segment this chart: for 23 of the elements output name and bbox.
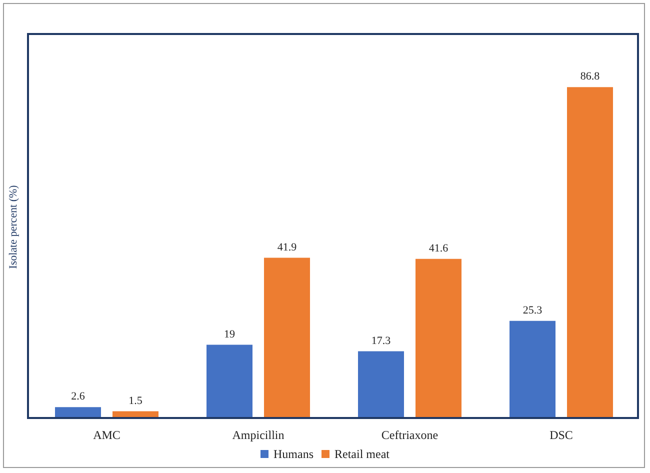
data-label: 25.3 bbox=[522, 304, 543, 316]
data-label: 86.8 bbox=[580, 70, 600, 83]
bar bbox=[416, 258, 462, 417]
data-label: 41.6 bbox=[428, 242, 449, 254]
x-tick-label: AMC bbox=[93, 428, 120, 442]
bar bbox=[206, 344, 252, 417]
x-tick-label: Ampicillin bbox=[232, 428, 284, 442]
data-label: 19 bbox=[224, 328, 236, 340]
bar bbox=[264, 258, 310, 417]
x-tick-label: DSC bbox=[550, 428, 573, 442]
legend-label: Retail meat bbox=[334, 447, 390, 461]
data-label: 17.3 bbox=[371, 334, 392, 347]
data-label: 2.6 bbox=[71, 390, 86, 403]
bar bbox=[510, 320, 556, 417]
bar bbox=[567, 87, 613, 417]
data-label: 1.5 bbox=[128, 394, 143, 407]
bar bbox=[358, 351, 404, 417]
data-label: 41.9 bbox=[277, 241, 298, 254]
legend-label: Humans bbox=[274, 447, 314, 461]
x-tick-label: Ceftriaxone bbox=[381, 428, 438, 442]
bar bbox=[55, 407, 101, 417]
y-axis-title: Isolate percent (%) bbox=[8, 184, 20, 269]
bar bbox=[112, 411, 158, 417]
